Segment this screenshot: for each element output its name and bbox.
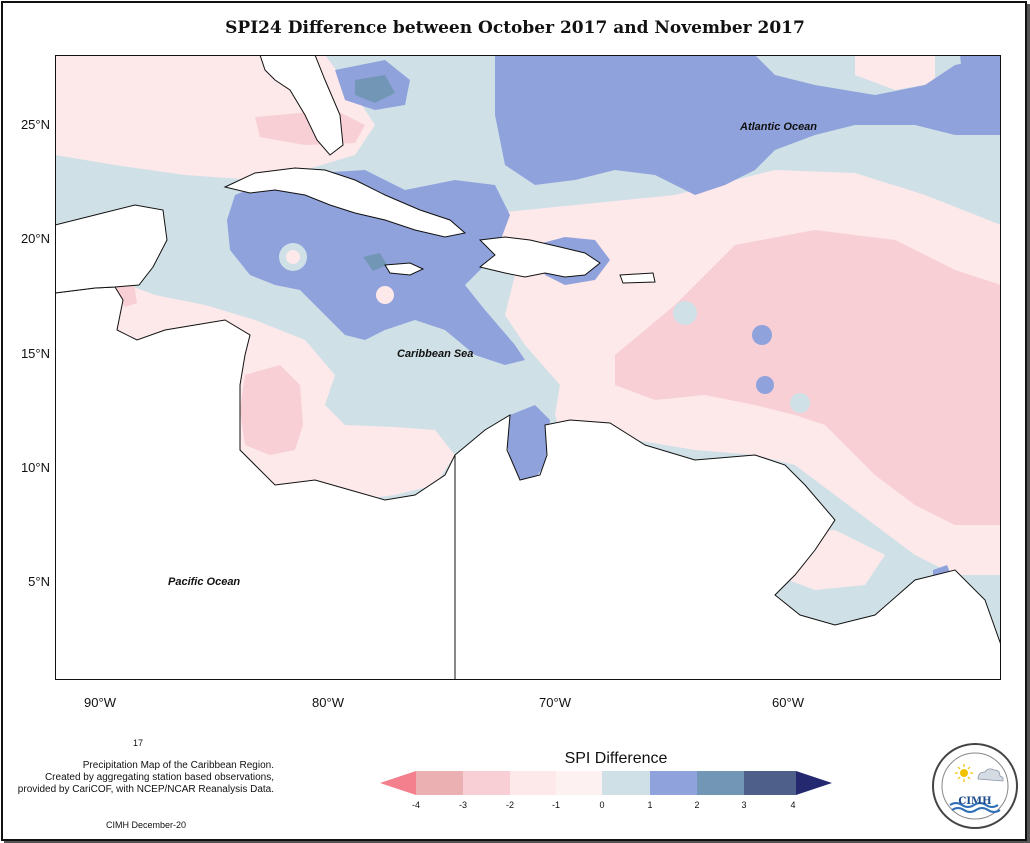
spi-zone-maracaibo-wet: [507, 405, 550, 485]
map-title: SPI24 Difference between October 2017 an…: [225, 18, 805, 38]
legend-swatch-neg1: [510, 771, 556, 795]
legend-tick: 4: [790, 800, 796, 810]
land-central-america: [55, 286, 456, 680]
sun-icon: [960, 769, 968, 777]
lon-label-90w: 90°W: [84, 695, 116, 710]
legend-swatch-neg3: [416, 771, 463, 795]
legend-tick: -4: [411, 800, 420, 810]
spi-map: Atlantic Ocean Caribbean Sea Pacific Oce…: [55, 55, 1001, 680]
lat-label-5n: 5°N: [28, 574, 50, 589]
cimh-logo-text: CIMH: [958, 796, 992, 807]
spi-zone-atlantic-wet: [495, 55, 1001, 195]
spi-zone-far-right-wet: [960, 55, 1001, 135]
legend-tick: -1: [551, 800, 560, 810]
legend-swatch-pos1: [650, 771, 697, 795]
legend-tick: -2: [505, 800, 514, 810]
legend-swatch-pos3: [744, 771, 796, 795]
spi-spot-barbados-neutral: [790, 393, 810, 413]
legend-swatch-neg2: [463, 771, 510, 795]
footer-number: 17: [133, 738, 144, 748]
legend-swatch-pos4: [796, 771, 832, 795]
spi-zone-bahamas-strong-wet: [355, 75, 395, 103]
footer-caption: Precipitation Map of the Caribbean Regio…: [4, 760, 274, 796]
label-pacific-ocean: Pacific Ocean: [168, 576, 240, 588]
legend-colorbar: [380, 771, 832, 795]
legend-tick: 0: [599, 800, 605, 810]
land-yucatan: [55, 204, 168, 294]
caption-line-3: provided by CariCOF, with NCEP/NCAR Rean…: [17, 784, 274, 795]
legend-swatch-pos2: [697, 771, 744, 795]
spi-spot-guadeloupe-neutral: [673, 301, 697, 325]
land-florida: [259, 55, 344, 156]
spi-spot-stlucia-wet: [756, 376, 774, 394]
legend-title: SPI Difference: [564, 750, 668, 767]
wave-icon: [951, 807, 1001, 813]
logo-inner-ring: [941, 752, 1009, 820]
legend-tick: 2: [694, 800, 700, 810]
cimh-logo: CIMH: [932, 743, 1018, 829]
spi-spot-south-jamaica-dry: [376, 286, 394, 304]
spi-spot-martinique-wet: [752, 325, 772, 345]
spi-zone-lesser-antilles-dry: [615, 230, 1001, 525]
cimh-logo-graphic: [941, 752, 1009, 820]
legend-tick: 1: [647, 800, 653, 810]
lat-label-15n: 15°N: [20, 346, 50, 361]
caption-line-1: Precipitation Map of the Caribbean Regio…: [82, 760, 274, 771]
sun-rays-icon: [955, 764, 973, 782]
legend-swatch-pos0: [602, 771, 650, 795]
cloud-icon: [977, 768, 1004, 782]
wave-icon: [949, 802, 999, 808]
lon-label-70w: 70°W: [539, 695, 571, 710]
legend-tick: 3: [741, 800, 747, 810]
caption-line-2: Created by aggregating station based obs…: [44, 772, 274, 783]
land-hispaniola: [478, 236, 601, 278]
land-cuba: [223, 167, 467, 238]
legend-tick: -3: [458, 800, 467, 810]
lat-label-25n: 25°N: [20, 117, 50, 132]
spi-zone-panama-dry: [240, 365, 303, 455]
land-south-america: [454, 414, 1001, 680]
map-border: [55, 55, 1001, 680]
lat-label-20n: 20°N: [20, 231, 50, 246]
lon-label-80w: 80°W: [312, 695, 344, 710]
lat-label-10n: 10°N: [20, 460, 50, 475]
spi-spot-cayman-dry: [286, 250, 300, 264]
footer-credit: CIMH December-20: [106, 820, 187, 830]
land-jamaica: [384, 262, 425, 276]
legend-swatch-neg4: [380, 771, 416, 795]
label-atlantic-ocean: Atlantic Ocean: [739, 121, 817, 133]
spi-zone-top-right-dry: [855, 55, 935, 90]
lon-label-60w: 60°W: [772, 695, 804, 710]
spi-zone-jamaica-strong-wet: [363, 253, 387, 271]
land-puerto-rico: [619, 272, 656, 284]
label-caribbean-sea: Caribbean Sea: [397, 348, 473, 360]
legend-swatch-neg0: [556, 771, 602, 795]
